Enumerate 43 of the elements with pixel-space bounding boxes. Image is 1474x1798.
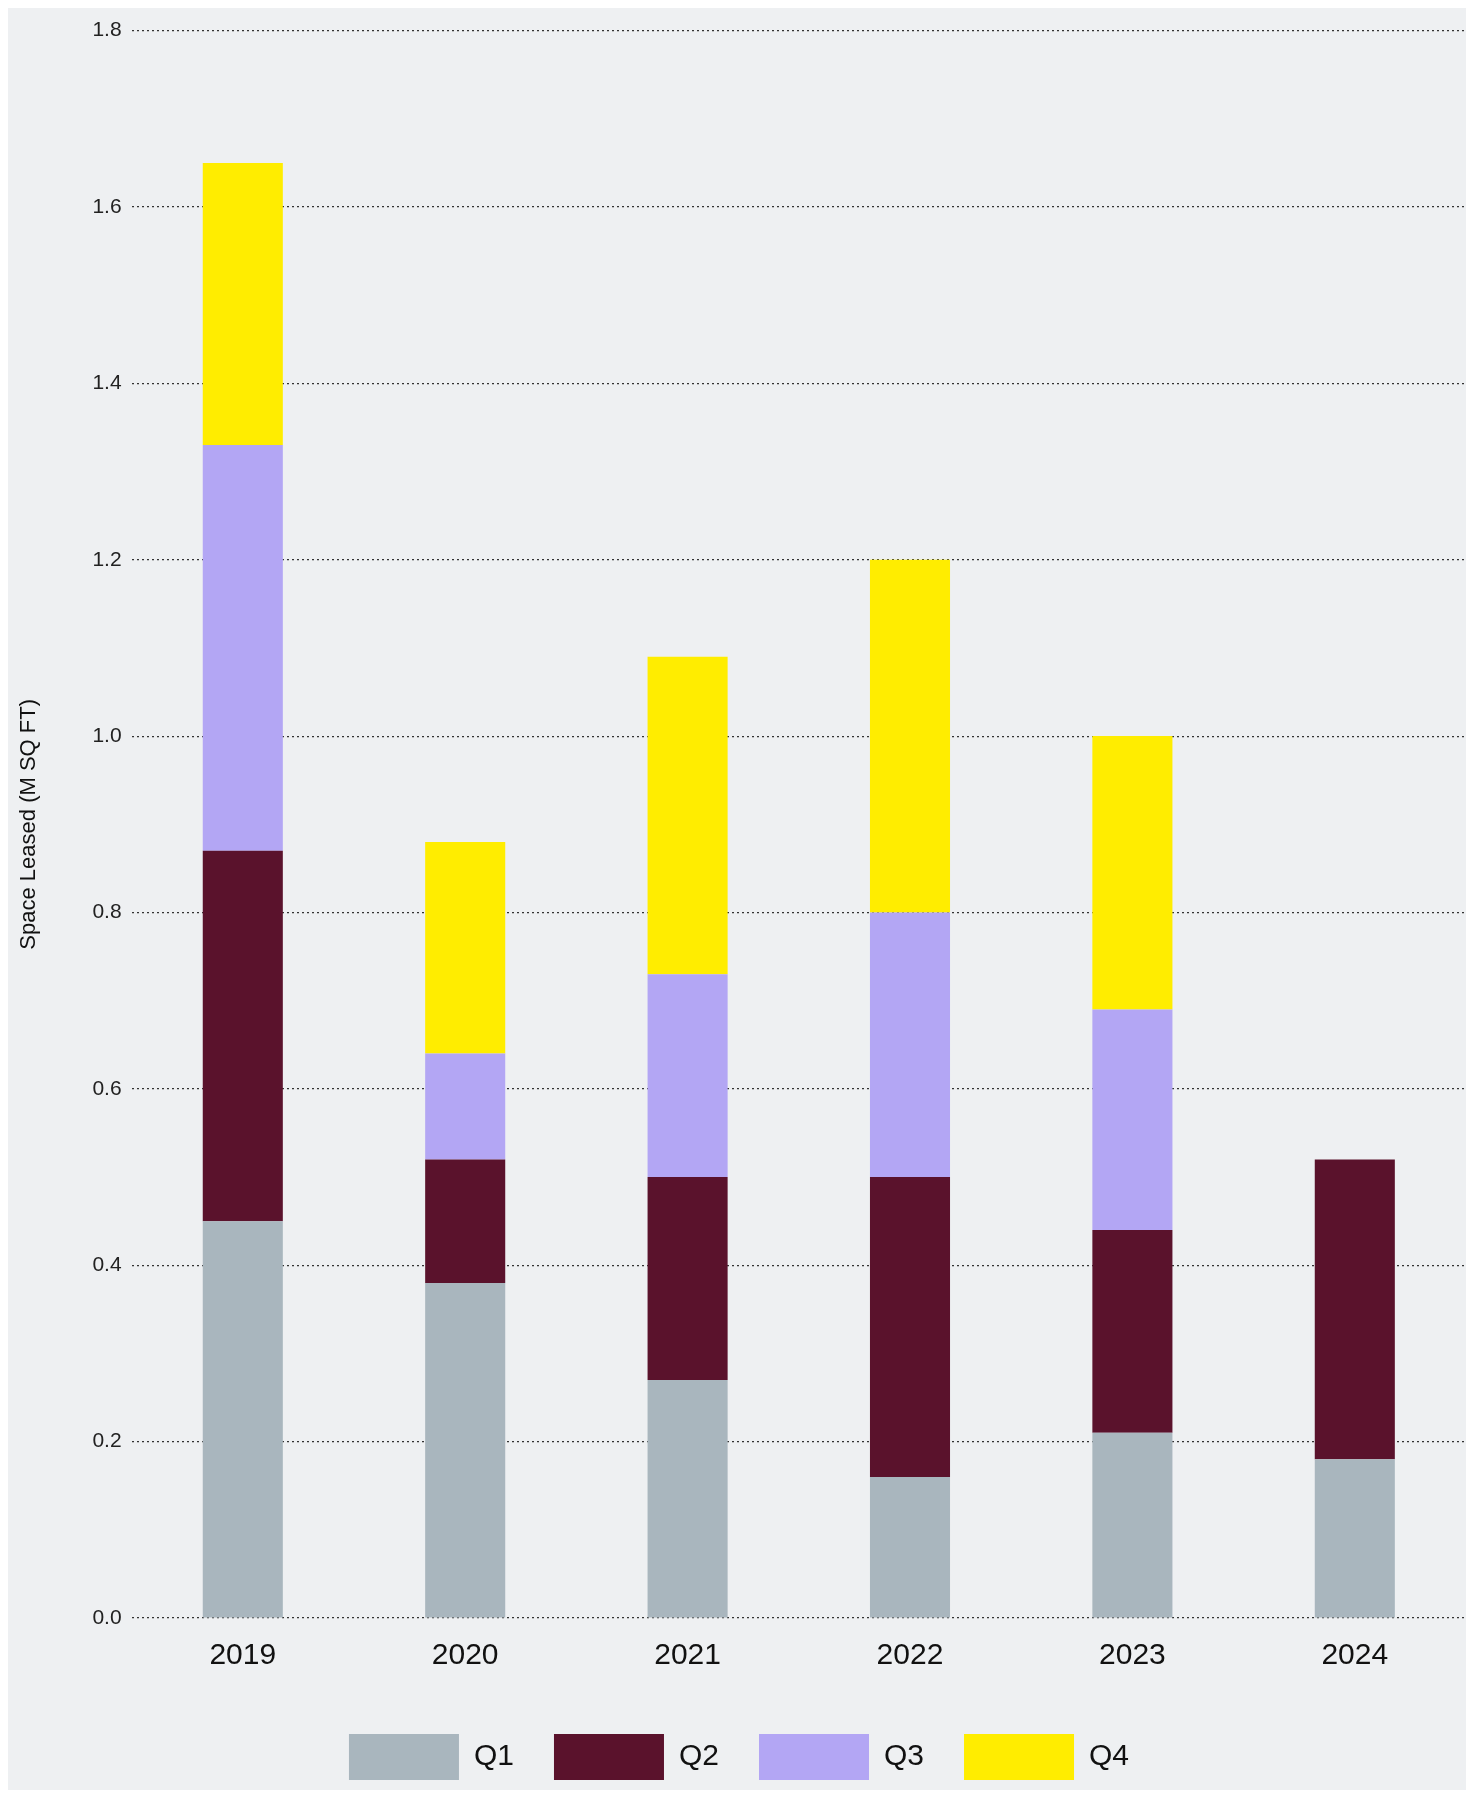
legend-label: Q2 xyxy=(678,1738,720,1772)
bar xyxy=(647,1177,728,1380)
y-tick-label: 1.0 xyxy=(92,722,122,746)
bar xyxy=(425,1282,506,1618)
bar xyxy=(869,1476,951,1618)
bar xyxy=(202,1221,283,1618)
bar xyxy=(1092,1432,1173,1618)
y-tick-label: 1.2 xyxy=(92,546,122,570)
x-tick-label: 2020 xyxy=(431,1637,499,1671)
legend-label: Q4 xyxy=(1089,1738,1130,1772)
bar xyxy=(425,1159,506,1283)
x-tick-label: 2023 xyxy=(1099,1637,1166,1671)
x-tick-label: 2021 xyxy=(654,1637,721,1671)
x-tick-label: 2022 xyxy=(876,1637,944,1671)
x-tick-label: 2019 xyxy=(209,1637,277,1671)
bar xyxy=(202,850,283,1222)
legend-label: Q1 xyxy=(473,1738,514,1772)
bar xyxy=(1092,1229,1173,1433)
y-tick-label: 0.0 xyxy=(92,1604,122,1628)
bar xyxy=(1314,1159,1395,1460)
legend-label: Q3 xyxy=(884,1738,925,1772)
bar xyxy=(1092,1009,1173,1230)
y-tick-label: 0.4 xyxy=(92,1252,122,1276)
y-tick-label: 0.6 xyxy=(92,1075,122,1099)
y-tick-label: 1.8 xyxy=(92,17,122,41)
y-tick-label: 1.4 xyxy=(92,370,122,394)
y-tick-label: 0.2 xyxy=(92,1428,122,1452)
y-axis-title: Space Leased (M SQ FT) xyxy=(15,698,41,950)
bar xyxy=(647,656,728,975)
y-tick-label: 1.6 xyxy=(92,193,122,217)
bar xyxy=(869,559,951,913)
bar xyxy=(1092,736,1173,1010)
bar xyxy=(869,1177,951,1477)
bar xyxy=(869,912,951,1178)
bar xyxy=(1314,1459,1395,1618)
bar xyxy=(202,162,283,446)
bar xyxy=(425,841,506,1054)
x-tick-label: 2024 xyxy=(1321,1637,1389,1671)
bar xyxy=(425,1053,506,1160)
bar xyxy=(647,1379,728,1618)
bar xyxy=(202,445,283,851)
bar xyxy=(647,974,728,1178)
y-tick-label: 0.8 xyxy=(92,899,122,923)
